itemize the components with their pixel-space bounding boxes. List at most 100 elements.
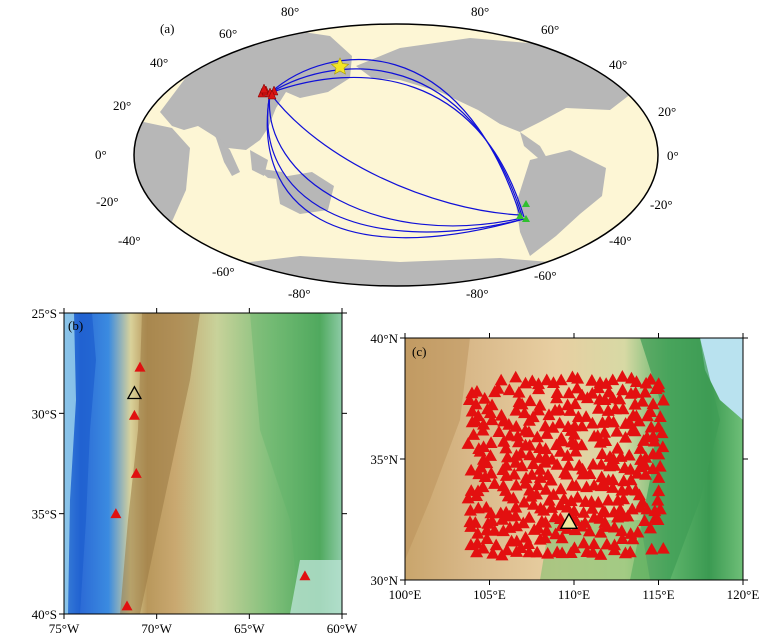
station-marker [656, 393, 670, 406]
station-marker [530, 430, 544, 443]
station-marker [645, 542, 659, 555]
station-marker [652, 471, 666, 483]
panel-b-ticks: 25°S 30°S 35°S 40°S75°W 70°W 65°W 60°W [32, 306, 358, 636]
station-marker [517, 495, 531, 508]
lat-left-0: 0° [95, 147, 107, 162]
station-marker [595, 470, 609, 483]
station-marker [567, 504, 581, 517]
station-marker [630, 466, 644, 479]
event-star [330, 57, 350, 75]
station-marker [484, 506, 498, 519]
station-marker [630, 375, 644, 387]
station-marker [514, 541, 528, 553]
station-marker [606, 473, 620, 486]
panel-a-labels: (a) 60° 40° 20° 0° -20° -40° -60° 60° 40… [95, 4, 679, 301]
lon-top-right: 80° [471, 4, 489, 19]
ray-paths [266, 58, 525, 239]
station-marker [492, 425, 506, 437]
station-marker [488, 477, 502, 489]
station-marker [591, 495, 605, 508]
station-marker [544, 473, 558, 486]
station-marker [553, 512, 567, 524]
station-marker [623, 463, 637, 475]
station-marker [507, 467, 521, 480]
panel-b-event [126, 385, 143, 400]
station-marker [508, 509, 522, 521]
station-marker [608, 538, 622, 551]
station-marker [483, 406, 497, 419]
station-marker [509, 420, 523, 432]
station-marker [542, 408, 556, 421]
y-tick-label: 35°S [32, 507, 57, 522]
station-marker [616, 383, 630, 396]
station-marker [555, 531, 569, 544]
relief-overlay [64, 313, 342, 614]
station-marker [569, 444, 583, 457]
station-marker [615, 532, 629, 545]
station-marker [549, 438, 563, 451]
station-marker [586, 457, 600, 470]
station-marker [554, 482, 568, 495]
station-marker [529, 487, 543, 500]
station-marker [651, 513, 665, 526]
station-marker [653, 459, 667, 472]
station-marker [553, 445, 567, 457]
station-marker [540, 427, 554, 439]
station-marker [550, 386, 564, 399]
station-marker [121, 600, 133, 611]
station-marker [577, 536, 591, 549]
panel-a-global-map [133, 23, 659, 287]
lat-right-20: 20° [658, 104, 676, 119]
station-marker [653, 410, 667, 423]
station-marker [599, 434, 613, 447]
station-marker [575, 438, 589, 451]
station-marker [130, 468, 142, 478]
station-marker [635, 394, 649, 407]
station-marker [555, 546, 569, 559]
station-marker [539, 515, 553, 528]
panel-b-label: (b) [68, 318, 83, 333]
station-marker [538, 419, 552, 432]
station-marker [522, 511, 536, 523]
station-marker [598, 516, 612, 528]
station-marker [643, 405, 657, 417]
station-marker [567, 541, 581, 554]
station-marker [554, 373, 568, 386]
x-tick-label: 120°E [727, 587, 760, 602]
station-marker [526, 410, 540, 423]
station-marker [597, 426, 611, 438]
panel-c-event [559, 512, 579, 529]
station-marker [577, 506, 591, 518]
station-marker [545, 452, 559, 465]
station-marker [575, 419, 589, 432]
station-marker [569, 479, 583, 491]
station-marker [539, 442, 553, 455]
station-marker [639, 451, 653, 463]
station-marker [526, 457, 540, 470]
station-marker [485, 514, 499, 527]
station-marker [570, 490, 584, 503]
station-marker [586, 545, 600, 558]
lon-bottom-left: -80° [288, 286, 311, 301]
station-marker [478, 392, 492, 404]
station-marker [477, 417, 491, 430]
station-marker [512, 385, 526, 398]
station-marker [644, 372, 658, 385]
station-marker [530, 545, 544, 558]
station-marker [653, 502, 667, 515]
station-marker [600, 537, 614, 550]
station-marker [602, 385, 616, 398]
station-marker [533, 398, 547, 411]
station-marker [522, 537, 536, 550]
station-marker [523, 438, 537, 451]
lat-left-60: 60° [219, 26, 237, 41]
station-marker [587, 537, 601, 550]
station-marker [547, 488, 561, 500]
y-tick-label: 30°S [32, 406, 57, 421]
station-marker [532, 377, 546, 390]
x-tick-label: 60°W [327, 621, 358, 636]
receivers-chile [516, 200, 530, 222]
station-marker [655, 426, 669, 439]
